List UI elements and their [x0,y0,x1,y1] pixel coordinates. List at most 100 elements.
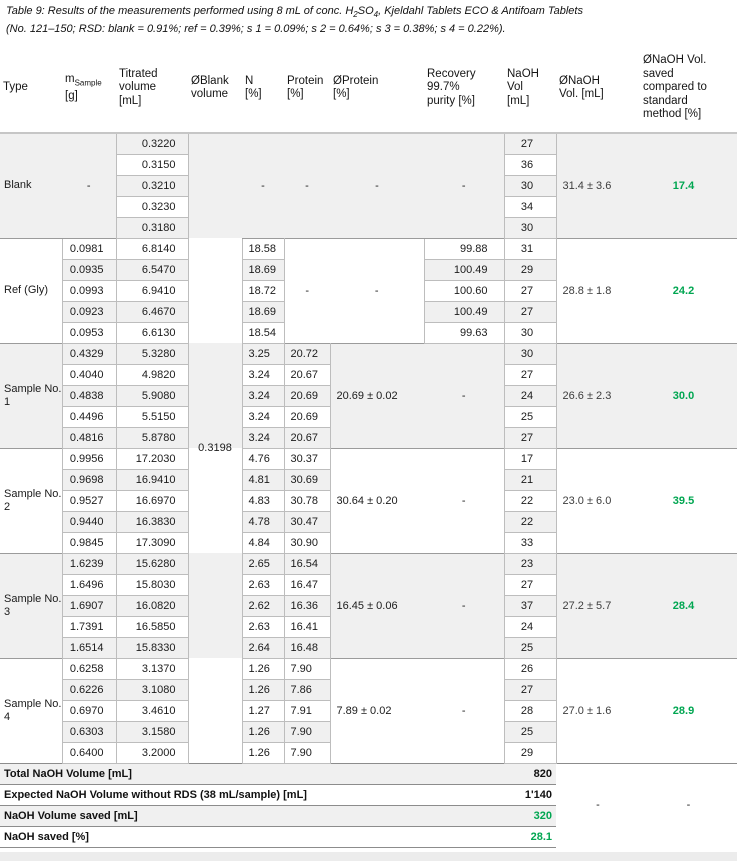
n-value: 1.27 [241,699,285,722]
titrated-value: 16.9410 [115,468,189,491]
protein-value: 7.90 [283,741,331,764]
saved-cell: 24.2 [640,237,737,343]
m-value: 0.4816 [61,426,117,449]
n-value: 3.24 [241,405,285,428]
m-value: 0.6226 [61,678,117,701]
col-header-naoh-vol: NaOH Vol [mL] [504,44,556,134]
titrated-value: 15.8030 [115,573,189,596]
table-row: 0.9698 16.9410 4.81 30.69 21 [0,468,737,491]
n-value: 2.63 [241,573,285,596]
naoh-value: 30 [503,342,557,365]
avg_protein-cell: - [330,237,424,343]
avg-blank-volume-cell [188,238,242,343]
titrated-value: 6.4670 [115,300,189,323]
recovery-value: 99.88 [423,237,505,260]
naoh-value: 33 [503,531,557,554]
protein-value: 20.69 [283,405,331,428]
m-value: 0.0923 [61,300,117,323]
m-value: 0.6970 [61,699,117,722]
n-value: 1.26 [241,720,285,743]
protein-value: 30.90 [283,531,331,554]
titrated-value: 16.6970 [115,489,189,512]
naoh-value: 30 [503,174,557,197]
table-row: 0.0953 6.6130 18.54 99.63 30 [0,321,737,344]
recovery-cell: - [424,447,504,553]
col-header-nitrogen: N [%] [242,44,284,134]
m-value: 1.7391 [61,615,117,638]
avg-blank-volume-cell [188,448,242,553]
protein-cell: - [284,133,330,238]
naoh-value: 26 [503,657,557,680]
naoh-value: 25 [503,720,557,743]
naoh-value: 22 [503,510,557,533]
type-cell: Sample No. 3 [0,552,62,658]
caption-line-1: Table 9: Results of the measurements per… [6,4,732,22]
n-value: 4.84 [241,531,285,554]
m-value: 0.9440 [61,510,117,533]
table-row: Sample No. 4 0.6258 3.1370 1.26 7.90 7.89 ± 0… [0,657,737,763]
naoh-value: 30 [503,216,557,239]
footer-label: Expected NaOH Volume without RDS (38 mL/… [0,783,504,805]
table-row: 0.6970 3.4610 1.27 7.91 28 [0,699,737,722]
type-cell: Sample No. 1 [0,342,62,448]
caption-subscript: 4 [373,10,379,20]
m-value: 0.0935 [61,258,117,281]
caption-text: Table 9: Results of the measurements per… [6,5,354,17]
naoh-value: 23 [503,552,557,575]
recovery-cell: - [424,342,504,448]
n-value: 18.54 [241,321,285,344]
protein-value: 16.47 [283,573,331,596]
titrated-value: 5.9080 [115,384,189,407]
titrated-value: 4.9820 [115,363,189,386]
m-value: 0.9527 [61,489,117,512]
caption-text: , Kjeldahl Tablets ECO & Antifoam Tablet… [378,5,583,17]
table-row: 0.3180 30 [0,216,737,239]
protein-cell: - [284,237,330,343]
recovery-value: 100.49 [423,258,505,281]
protein-value: 7.86 [283,678,331,701]
protein-value: 20.67 [283,426,331,449]
n-value: 3.24 [241,363,285,386]
msample-symbol: m [65,72,75,85]
m-value: 1.6907 [61,594,117,617]
avg_protein-cell: 20.69 ± 0.02 [330,342,424,448]
protein-value: 16.41 [283,615,331,638]
titrated-value: 5.8780 [115,426,189,449]
titrated-value: 0.3180 [115,216,189,239]
table-row: Sample No. 2 0.9956 17.2030 4.76 30.37 30.64 … [0,447,737,553]
m-value: 0.4329 [61,342,117,365]
recovery-cell: - [424,552,504,658]
titrated-value: 0.3150 [115,153,189,176]
m-value: 0.9845 [61,531,117,554]
table-row: 0.9845 17.3090 4.84 30.90 33 [0,531,737,554]
protein-value: 7.90 [283,720,331,743]
table-caption: Table 9: Results of the measurements per… [6,4,732,37]
n-value: 18.69 [241,300,285,323]
titrated-value: 0.3220 [115,132,189,155]
table-row: 0.4838 5.9080 3.24 20.69 24 [0,384,737,407]
titrated-value: 15.6280 [115,552,189,575]
avg_protein-cell: 16.45 ± 0.06 [330,552,424,658]
avg_protein-cell: 30.64 ± 0.20 [330,447,424,553]
results-table-wrap: Type mSample [g] Titrated volume [mL] ØBl… [0,44,737,848]
n-value: 2.65 [241,552,285,575]
table-row: Blank -0.3220- - - -27 31.4 ± 3.6 17.4 [0,132,737,238]
naoh-value: 27 [503,132,557,155]
naoh-value: 31 [503,237,557,260]
table-row: 0.6226 3.1080 1.26 7.86 27 [0,678,737,701]
naoh-value: 30 [503,321,557,344]
titrated-value: 15.8330 [115,636,189,659]
avg-blank-volume-cell [188,553,242,658]
table-row: 1.6496 15.8030 2.63 16.47 27 [0,573,737,596]
table-row: 0.9440 16.3830 4.78 30.47 22 [0,510,737,533]
col-header-avg-blank-volume: ØBlank volume [188,44,242,134]
naoh-value: 22 [503,489,557,512]
type-cell: Blank [0,133,62,238]
m-value: 0.6303 [61,720,117,743]
titrated-value: 0.3230 [115,195,189,218]
naoh-value: 34 [503,195,557,218]
m-value: 0.0993 [61,279,117,302]
avg_naoh-cell: 28.8 ± 1.8 [556,237,640,343]
footer-label: Total NaOH Volume [mL] [0,762,504,784]
